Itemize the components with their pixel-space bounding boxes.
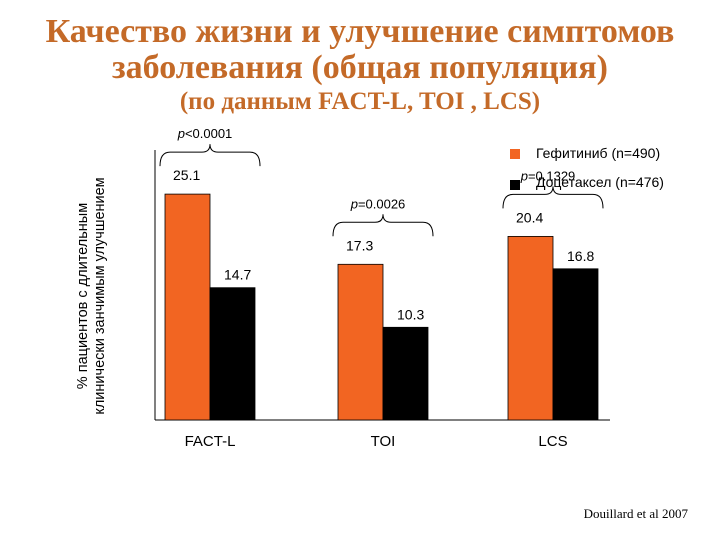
- p-value-lcs: p=0.1329: [520, 168, 576, 183]
- value-label-toi-series2: 10.3: [397, 306, 424, 322]
- bar-lcs-series2: [552, 268, 599, 421]
- bracket-lcs: [502, 186, 604, 209]
- citation: Douillard et al 2007: [583, 506, 688, 521]
- title-subtitle: (по данным FACT-L, TOI , LCS): [179, 88, 541, 115]
- bar-toi-series2: [382, 326, 429, 421]
- bar-fact-l-series1: [164, 193, 211, 421]
- bar-fact-l-series2: [209, 287, 256, 421]
- x-tick-label-lcs: LCS: [538, 433, 567, 450]
- value-label-lcs-series2: 16.8: [567, 248, 594, 264]
- legend-label-series1: Гефитиниб (n=490): [536, 145, 661, 161]
- bar-lcs-series1: [507, 235, 554, 421]
- legend-swatch-series2: [510, 180, 520, 190]
- value-label-fact-l-series2: 14.7: [224, 267, 251, 283]
- value-label-toi-series1: 17.3: [346, 237, 373, 253]
- bracket-toi: [332, 214, 434, 237]
- bracket-fact-l: [159, 144, 261, 167]
- title-line-1: Качество жизни и улучшение симптомов: [45, 13, 675, 50]
- value-label-lcs-series1: 20.4: [516, 209, 543, 225]
- p-value-fact-l: p<0.0001: [177, 126, 233, 141]
- title-line-2: заболевания (общая популяция): [112, 49, 608, 86]
- bar-toi-series1: [337, 263, 384, 421]
- x-tick-label-toi: TOI: [371, 433, 396, 450]
- legend-swatch-series1: [510, 149, 520, 159]
- value-label-fact-l-series1: 25.1: [173, 167, 200, 183]
- legend-label-series2: Доцетаксел (n=476): [536, 174, 664, 190]
- p-value-toi: p=0.0026: [350, 196, 406, 211]
- x-tick-label-fact-l: FACT-L: [185, 433, 236, 450]
